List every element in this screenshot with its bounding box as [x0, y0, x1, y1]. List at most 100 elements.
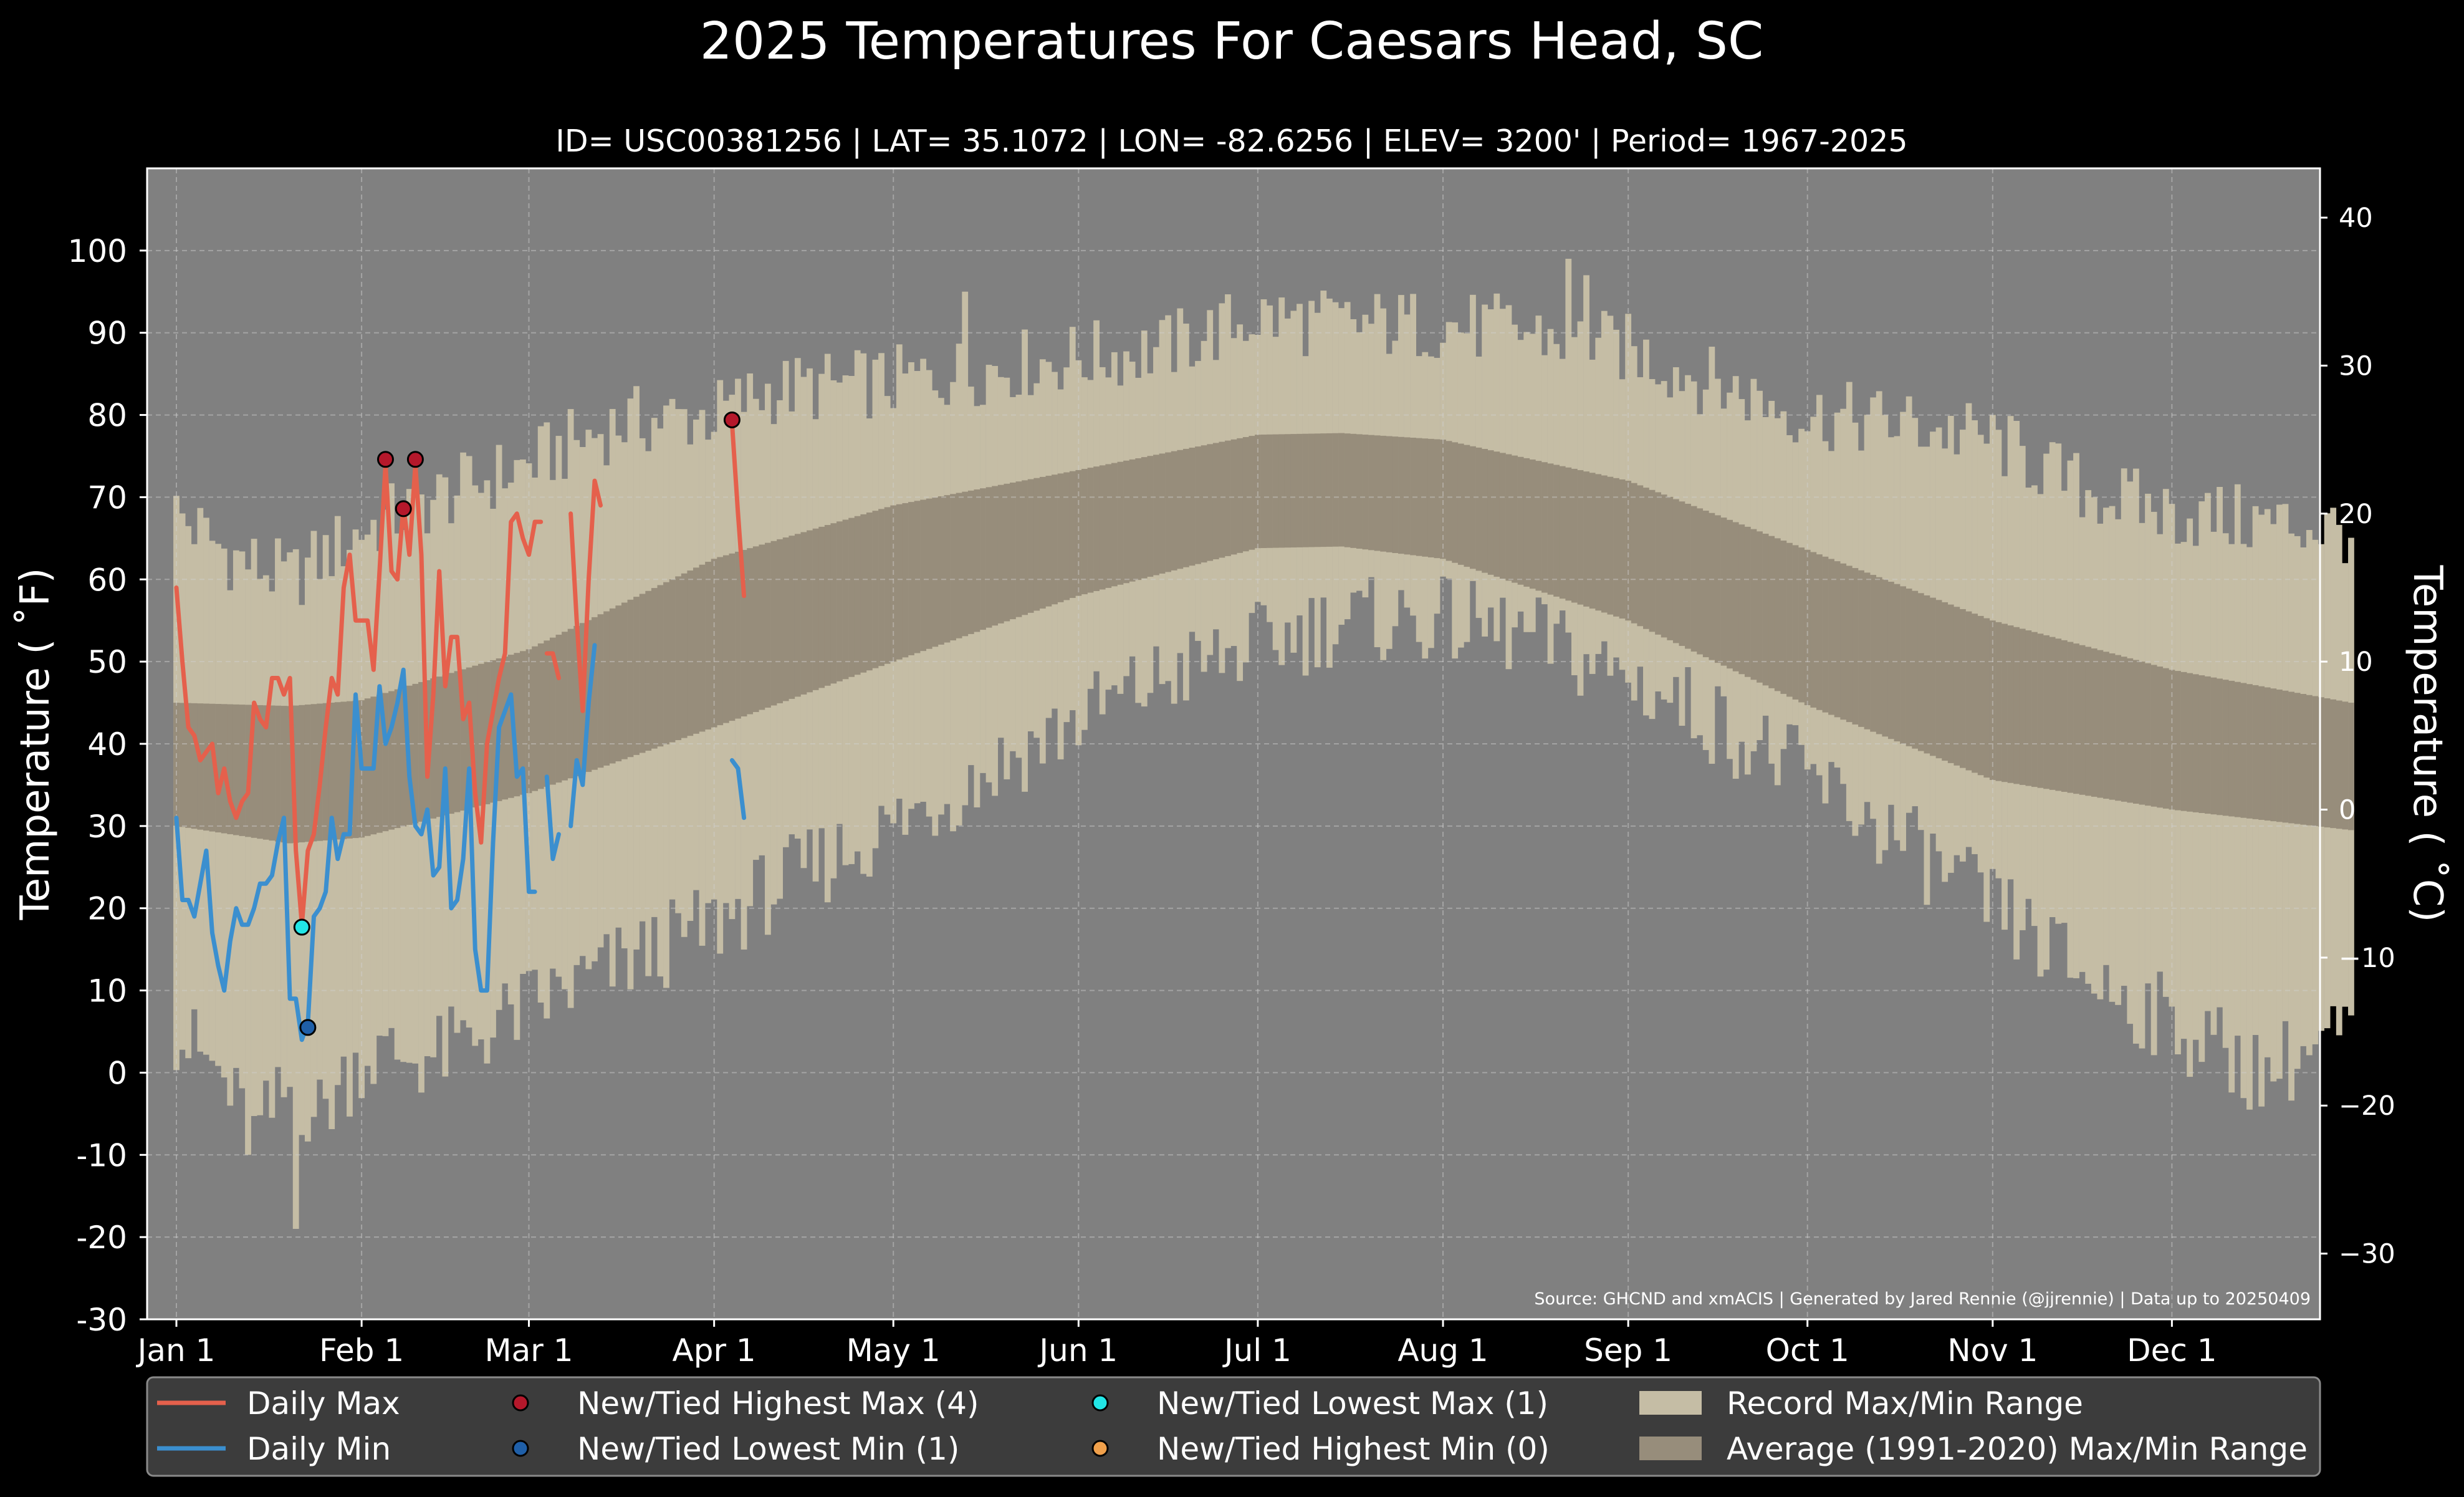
record-range-bar — [2246, 547, 2253, 1110]
average-range-bar — [1852, 568, 1859, 724]
x-tick-label: Nov 1 — [1947, 1332, 2038, 1369]
average-range-bar — [1314, 433, 1321, 547]
average-range-bar — [1427, 438, 1434, 557]
average-range-bar — [1039, 476, 1046, 609]
y-axis-label-left: Temperature ( ˚F) — [12, 568, 59, 921]
average-range-bar — [914, 501, 921, 653]
record-range-bar — [299, 605, 305, 1135]
average-range-bar — [1924, 595, 1930, 754]
average-range-bar — [1045, 476, 1052, 607]
average-range-bar — [1512, 455, 1518, 583]
average-range-bar — [2157, 667, 2164, 808]
average-range-bar — [544, 640, 550, 787]
new-tied-highest-max-4-legend-swatch — [512, 1394, 529, 1412]
average-range-bar — [1709, 513, 1715, 660]
y-tick-label: -10 — [76, 1137, 127, 1173]
average-range-bar — [2324, 698, 2331, 828]
average-range-bar — [1267, 434, 1273, 548]
average-range-bar — [1302, 433, 1309, 547]
new-tied-lowest-max-1-legend-label: New/Tied Lowest Max (1) — [1157, 1385, 1548, 1422]
average-range-bar — [322, 703, 329, 840]
average-range-bar — [1440, 440, 1446, 559]
average-range-bar — [603, 611, 610, 766]
average-range-bar — [1004, 483, 1010, 622]
average-range-bar — [2234, 681, 2241, 817]
average-range-bar — [1679, 501, 1685, 646]
average-range-bar — [1326, 433, 1333, 547]
average-range-bar — [1410, 438, 1416, 556]
average-range-bar — [454, 671, 461, 812]
average-range-bar — [287, 706, 294, 844]
average-range-bar — [2258, 686, 2265, 820]
average-range-bar — [1482, 449, 1488, 573]
average-range-bar — [514, 653, 520, 797]
average-range-bar — [1702, 511, 1709, 658]
average-range-bar — [2336, 700, 2342, 829]
average-range-bar — [400, 687, 407, 827]
x-tick-label: Dec 1 — [2127, 1332, 2217, 1369]
average-range-bar — [717, 557, 724, 726]
average-range-bar — [1876, 577, 1882, 734]
average-range-bar — [394, 689, 401, 829]
average-range-bar — [1171, 451, 1177, 570]
average-range-bar — [2205, 676, 2211, 814]
average-range-bar — [1947, 604, 1954, 763]
new-tied-highest-min-0-legend-swatch — [1091, 1440, 1109, 1457]
average-range-bar — [1960, 609, 1966, 768]
average-range-bar — [1117, 461, 1124, 585]
average-range-bar — [902, 503, 909, 658]
average-range-bar — [2091, 648, 2097, 797]
x-tick-label: Sep 1 — [1584, 1332, 1672, 1369]
x-tick-label: Jun 1 — [1037, 1332, 1118, 1369]
y-tick-label-right: 30 — [2339, 350, 2373, 382]
x-tick-label: Apr 1 — [673, 1332, 756, 1369]
average-range-bar — [854, 516, 861, 675]
average-range-bar — [920, 499, 927, 652]
legend: Daily Max Daily Min New/Tied Highest Max (… — [146, 1376, 2321, 1477]
average-range-bar — [1057, 473, 1064, 602]
average-range-bar — [747, 548, 754, 715]
average-range-bar — [1338, 433, 1345, 547]
average-range-bar — [2127, 658, 2134, 803]
average-range-bar — [1661, 494, 1667, 638]
average-range-bar — [1022, 480, 1028, 615]
average-range-bar — [2067, 642, 2074, 793]
average-range-bar — [1493, 451, 1500, 577]
average-range-bar — [2217, 678, 2223, 816]
average-range-bar — [1672, 499, 1679, 643]
daily-max-line — [568, 478, 603, 713]
new-tied-highest-max-marker — [406, 451, 424, 468]
average-range-bar — [1738, 524, 1745, 675]
average-range-bar — [436, 676, 443, 817]
average-range-bar — [1595, 474, 1602, 611]
average-range-bar — [1153, 455, 1159, 575]
average-range-bar — [782, 537, 789, 701]
average-range-bar — [2276, 689, 2283, 822]
average-range-bar — [1720, 517, 1727, 666]
average-range-bar — [2270, 688, 2277, 822]
average-range-bar — [884, 507, 891, 664]
average-range-bar — [1033, 478, 1040, 611]
average-range-bar — [472, 665, 479, 808]
average-range-bar — [299, 705, 305, 843]
average-range-bar — [1278, 434, 1285, 548]
average-range-bar — [1195, 446, 1201, 564]
average-range-bar — [1834, 561, 1841, 718]
average-range-bar — [878, 509, 884, 667]
y-tick-label-right: 10 — [2339, 647, 2373, 678]
average-range-bar — [1917, 593, 1924, 751]
y-tick-label: 60 — [87, 562, 127, 598]
new-tied-lowest-max-marker — [293, 918, 310, 936]
average-range-bar — [185, 703, 192, 828]
average-range-bar — [890, 505, 897, 662]
average-range-bar — [2169, 670, 2175, 810]
average-range-bar — [980, 488, 986, 630]
average-range-bar — [1643, 488, 1649, 629]
average-range-bar — [262, 705, 269, 840]
average-range-bar — [657, 585, 664, 747]
average-range-bar — [866, 513, 873, 671]
y-axis-left: -30 -20 -10 0 10 20 30 40 50 60 70 80 90 100 — [68, 233, 147, 1338]
x-axis: Jan 1 Feb 1 Mar 1 Apr 1 May 1 Jun 1 Jul 1 Aug 1… — [136, 1319, 2217, 1369]
x-tick-label: Feb 1 — [319, 1332, 404, 1369]
average-range-bar — [430, 678, 437, 819]
